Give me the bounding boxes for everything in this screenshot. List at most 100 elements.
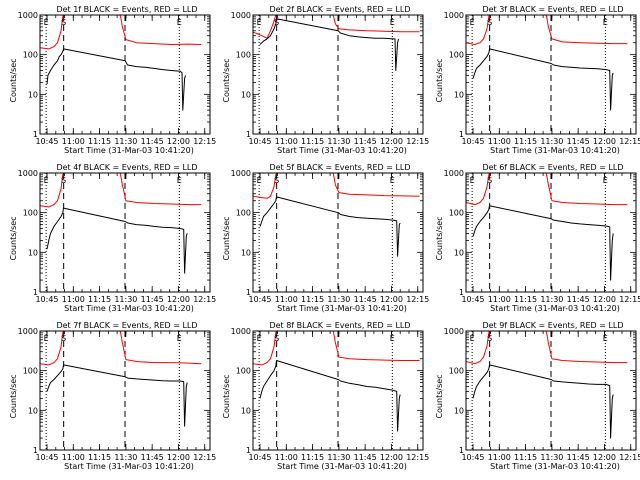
y-tick-label: 1000 (18, 169, 38, 178)
x-tick-label: 12:00 (167, 453, 190, 462)
x-tick-label: 11:45 (141, 453, 164, 462)
y-tick-label: 1000 (444, 327, 464, 336)
x-tick-label: 11:00 (275, 295, 298, 304)
y-axis-label: Counts/sec (435, 216, 444, 260)
time-marker-label: E (257, 18, 262, 27)
time-marker-label: E (603, 334, 608, 343)
chart-title: Det 2f BLACK = Events, RED = LLD (269, 5, 410, 14)
events-rate-line (46, 207, 188, 274)
x-tick-label: 11:00 (488, 137, 511, 146)
y-axis-label: Counts/sec (222, 216, 231, 260)
time-marker-label: S (61, 18, 66, 27)
chart-panel-6: Det 6f BLACK = Events, RED = LLD 1 10 100 10… (435, 163, 640, 313)
plot-data (40, 173, 202, 292)
chart-title: Det 1f BLACK = Events, RED = LLD (56, 5, 197, 14)
plot-frame (465, 172, 637, 293)
events-rate-line (259, 196, 401, 257)
x-tick-label: 12:00 (593, 137, 616, 146)
y-tick-label: 10 (241, 406, 251, 415)
x-tick-label: 11:30 (540, 453, 563, 462)
x-tick-label: 11:00 (275, 453, 298, 462)
time-marker-label: E (44, 18, 49, 27)
x-axis-label: Start Time (31-Mar-03 10:41:20) (490, 146, 620, 155)
x-tick-label: 11:45 (354, 453, 377, 462)
y-tick-label: 1000 (18, 327, 38, 336)
chart-title: Det 7f BLACK = Events, RED = LLD (56, 321, 197, 330)
y-tick-label: 1 (459, 446, 464, 455)
plot-frame (39, 172, 211, 293)
x-tick-label: 11:15 (88, 453, 111, 462)
x-tick-label: 11:15 (514, 453, 537, 462)
y-tick-label: 1000 (444, 169, 464, 178)
x-axis-label: Start Time (31-Mar-03 10:41:20) (277, 462, 407, 471)
plot-data (253, 15, 420, 134)
time-marker-label: S (274, 18, 279, 27)
y-axis-label: Counts/sec (9, 58, 18, 102)
x-axis-label: Start Time (31-Mar-03 10:41:20) (64, 462, 194, 471)
chart-panel-5: Det 5f BLACK = Events, RED = LLD 1 10 100 10… (222, 163, 429, 313)
y-tick-label: 10 (454, 406, 464, 415)
plot-data (40, 331, 202, 450)
x-axis-label: Start Time (31-Mar-03 10:41:20) (277, 304, 407, 313)
x-tick-label: 10:45 (35, 453, 58, 462)
y-tick-label: 100 (236, 209, 251, 218)
lld-rate-line (40, 331, 202, 366)
y-tick-label: 1 (33, 288, 38, 297)
plot-frame (39, 14, 211, 135)
y-axis-label: Counts/sec (9, 216, 18, 260)
events-rate-line (46, 48, 186, 111)
plot-data (466, 331, 628, 450)
plot-data (253, 173, 420, 292)
time-marker-label: S (61, 176, 66, 185)
y-tick-label: 1 (246, 288, 251, 297)
x-tick-label: 12:15 (193, 295, 216, 304)
time-marker-label: E (44, 176, 49, 185)
x-tick-label: 11:00 (488, 453, 511, 462)
x-tick-label: 12:00 (380, 295, 403, 304)
x-tick-label: 11:00 (488, 295, 511, 304)
y-tick-label: 1000 (18, 11, 38, 20)
y-tick-label: 100 (449, 209, 464, 218)
lld-rate-line (253, 173, 420, 199)
y-tick-label: 1 (33, 446, 38, 455)
x-tick-label: 12:00 (380, 137, 403, 146)
events-rate-line (472, 48, 614, 111)
plot-frame (252, 330, 424, 451)
time-marker-label: S (274, 176, 279, 185)
y-tick-label: 100 (449, 367, 464, 376)
x-tick-label: 11:45 (141, 137, 164, 146)
lld-rate-line (253, 15, 420, 39)
y-tick-label: 10 (28, 248, 38, 257)
plot-frame (465, 330, 637, 451)
time-marker-label: S (487, 334, 492, 343)
x-tick-label: 12:00 (167, 295, 190, 304)
y-tick-label: 1 (246, 130, 251, 139)
x-tick-label: 11:15 (88, 295, 111, 304)
x-axis-label: Start Time (31-Mar-03 10:41:20) (64, 304, 194, 313)
y-axis-label: Counts/sec (435, 374, 444, 418)
x-tick-label: 10:45 (461, 295, 484, 304)
x-tick-label: 10:45 (35, 137, 58, 146)
time-marker-label: E (470, 334, 475, 343)
y-tick-label: 10 (454, 248, 464, 257)
time-marker-label: S (487, 18, 492, 27)
x-tick-label: 11:30 (540, 137, 563, 146)
x-tick-label: 12:15 (406, 137, 429, 146)
x-tick-label: 11:45 (354, 295, 377, 304)
plot-frame (465, 14, 637, 135)
time-marker-label: E (177, 334, 182, 343)
y-tick-label: 10 (28, 406, 38, 415)
y-tick-label: 100 (449, 51, 464, 60)
time-marker-label: E (177, 176, 182, 185)
y-tick-label: 100 (23, 367, 38, 376)
plot-frame (252, 172, 424, 293)
chart-title: Det 4f BLACK = Events, RED = LLD (56, 163, 197, 172)
plot-frame (252, 14, 424, 135)
y-tick-label: 1 (33, 130, 38, 139)
lld-rate-line (40, 173, 202, 208)
y-tick-label: 1000 (231, 169, 251, 178)
y-axis-label: Counts/sec (435, 58, 444, 102)
chart-title: Det 9f BLACK = Events, RED = LLD (482, 321, 623, 330)
chart-panel-8: Det 8f BLACK = Events, RED = LLD 1 10 100 10… (222, 321, 429, 471)
time-marker-label: E (44, 334, 49, 343)
